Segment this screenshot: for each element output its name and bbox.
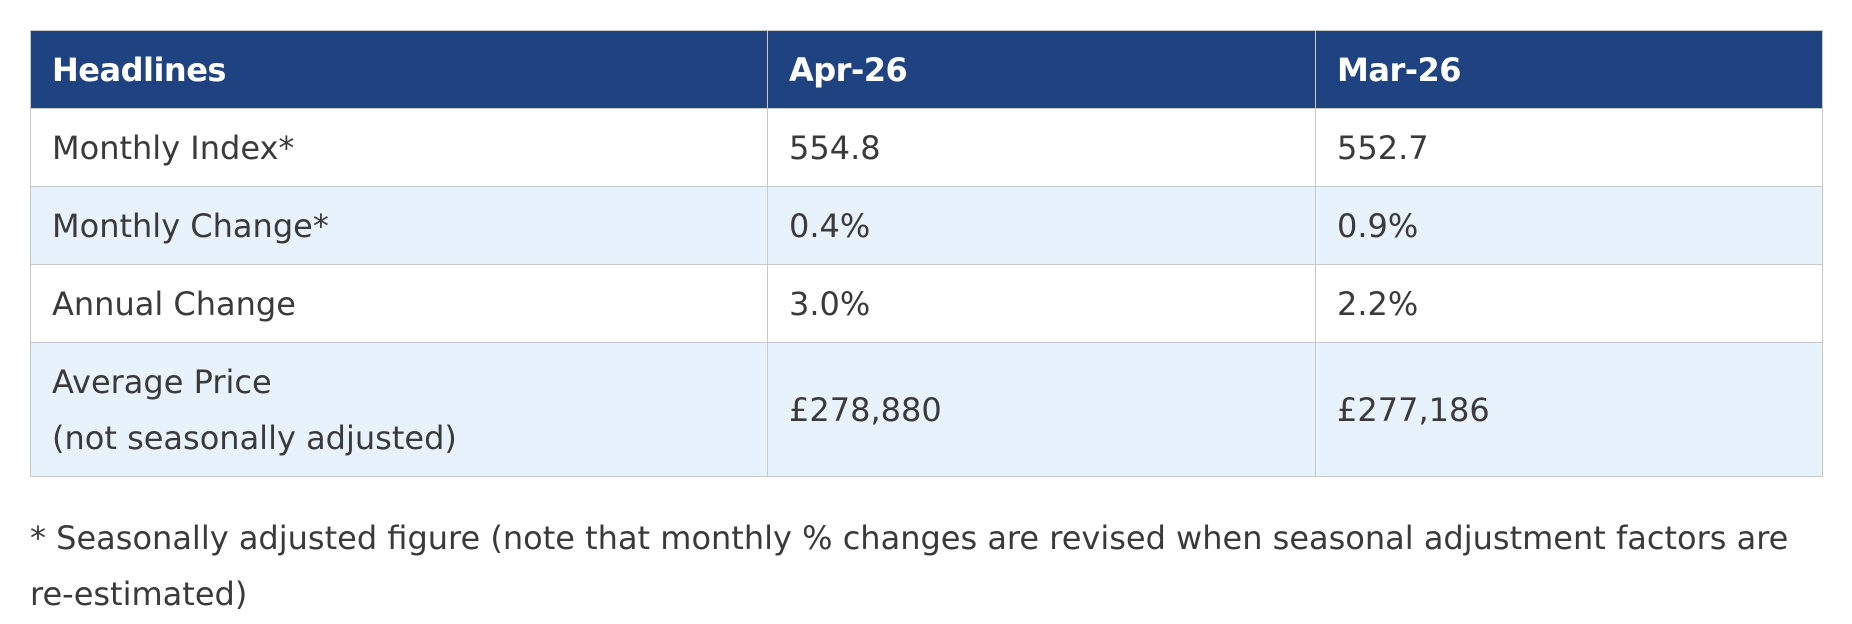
row-label: Average Price (not seasonally adjusted) [30, 342, 768, 477]
column-header: Headlines [30, 30, 768, 109]
cell: 552.7 [1315, 108, 1823, 187]
table-row: Annual Change 3.0% 2.2% [30, 264, 1823, 343]
cell: £278,880 [767, 342, 1316, 477]
cell: £277,186 [1315, 342, 1823, 477]
header-row: Headlines Apr-26 Mar-26 [30, 30, 1823, 109]
cell: 0.4% [767, 186, 1316, 265]
footnote: * Seasonally adjusted figure (note that … [30, 519, 1789, 613]
cell: 554.8 [767, 108, 1316, 187]
row-label: Monthly Change* [30, 186, 768, 265]
row-label: Monthly Index* [30, 108, 768, 187]
label-text: (not seasonally adjusted) [52, 418, 457, 457]
table-container: Headlines Apr-26 Mar-26 Monthly Index* 5… [30, 30, 1823, 477]
table-row: Average Price (not seasonally adjusted) … [30, 342, 1823, 477]
label-text: Average Price [52, 362, 272, 401]
table-row: Monthly Index* 554.8 552.7 [30, 108, 1823, 187]
cell: 2.2% [1315, 264, 1823, 343]
column-header: Mar-26 [1315, 30, 1823, 109]
cell: 0.9% [1315, 186, 1823, 265]
column-header: Apr-26 [767, 30, 1316, 109]
headline-table: Headlines Apr-26 Mar-26 Monthly Index* 5… [30, 30, 1823, 477]
table-row: Monthly Change* 0.4% 0.9% [30, 186, 1823, 265]
label-text: Annual Change [52, 284, 296, 323]
row-label: Annual Change [30, 264, 768, 343]
label-text: Monthly Index* [52, 128, 295, 167]
label-text: Monthly Change* [52, 206, 329, 245]
cell: 3.0% [767, 264, 1316, 343]
